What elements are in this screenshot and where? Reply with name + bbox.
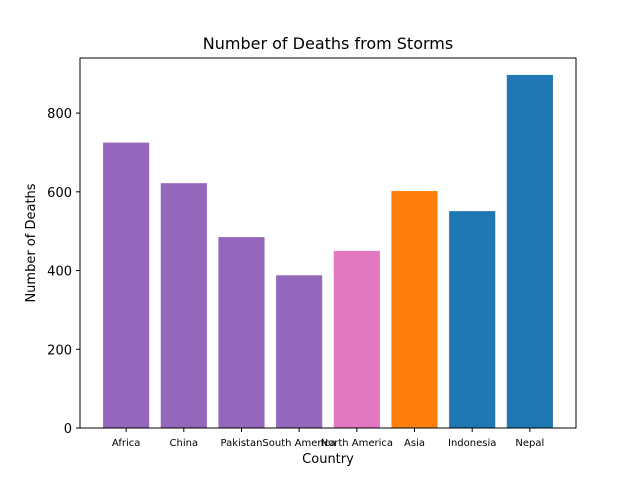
y-tick-label: 400 — [47, 265, 72, 280]
bar-asia — [391, 191, 438, 428]
bar-china — [160, 183, 207, 428]
chart-title: Number of Deaths from Storms — [203, 34, 453, 53]
x-tick-label: Indonesia — [448, 438, 496, 449]
x-tick-label: Pakistan — [221, 438, 263, 449]
x-tick-label: Nepal — [515, 438, 544, 449]
bar-north-america — [333, 250, 380, 428]
y-tick-label: 0 — [64, 422, 72, 437]
y-tick-label: 600 — [47, 186, 72, 201]
y-axis-label: Number of Deaths — [24, 183, 39, 302]
bar-south-america — [276, 275, 323, 428]
x-tick-label: Asia — [404, 438, 425, 449]
x-tick-label: China — [170, 438, 199, 449]
bars-group — [103, 74, 553, 429]
y-tick-label: 200 — [47, 343, 72, 358]
bar-pakistan — [218, 237, 265, 428]
bar-indonesia — [449, 211, 496, 428]
y-axis: 0 200 400 600 800 — [47, 107, 80, 437]
x-axis-label: Country — [302, 452, 354, 467]
y-tick-label: 800 — [47, 107, 72, 122]
bar-nepal — [506, 74, 553, 429]
x-tick-label: South America — [262, 438, 336, 449]
plot-frame — [79, 57, 577, 429]
x-tick-label: Africa — [112, 438, 141, 449]
x-tick-label: North America — [321, 438, 393, 449]
bar-africa — [103, 142, 150, 428]
